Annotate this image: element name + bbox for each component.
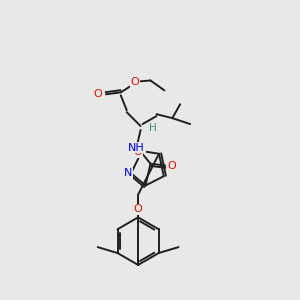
Text: O: O bbox=[94, 89, 102, 99]
Text: H: H bbox=[148, 123, 156, 133]
Text: O: O bbox=[167, 161, 176, 171]
Text: N: N bbox=[124, 168, 132, 178]
Text: O: O bbox=[130, 77, 139, 88]
Text: O: O bbox=[134, 147, 142, 157]
Text: NH: NH bbox=[128, 143, 145, 153]
Text: O: O bbox=[134, 204, 142, 214]
